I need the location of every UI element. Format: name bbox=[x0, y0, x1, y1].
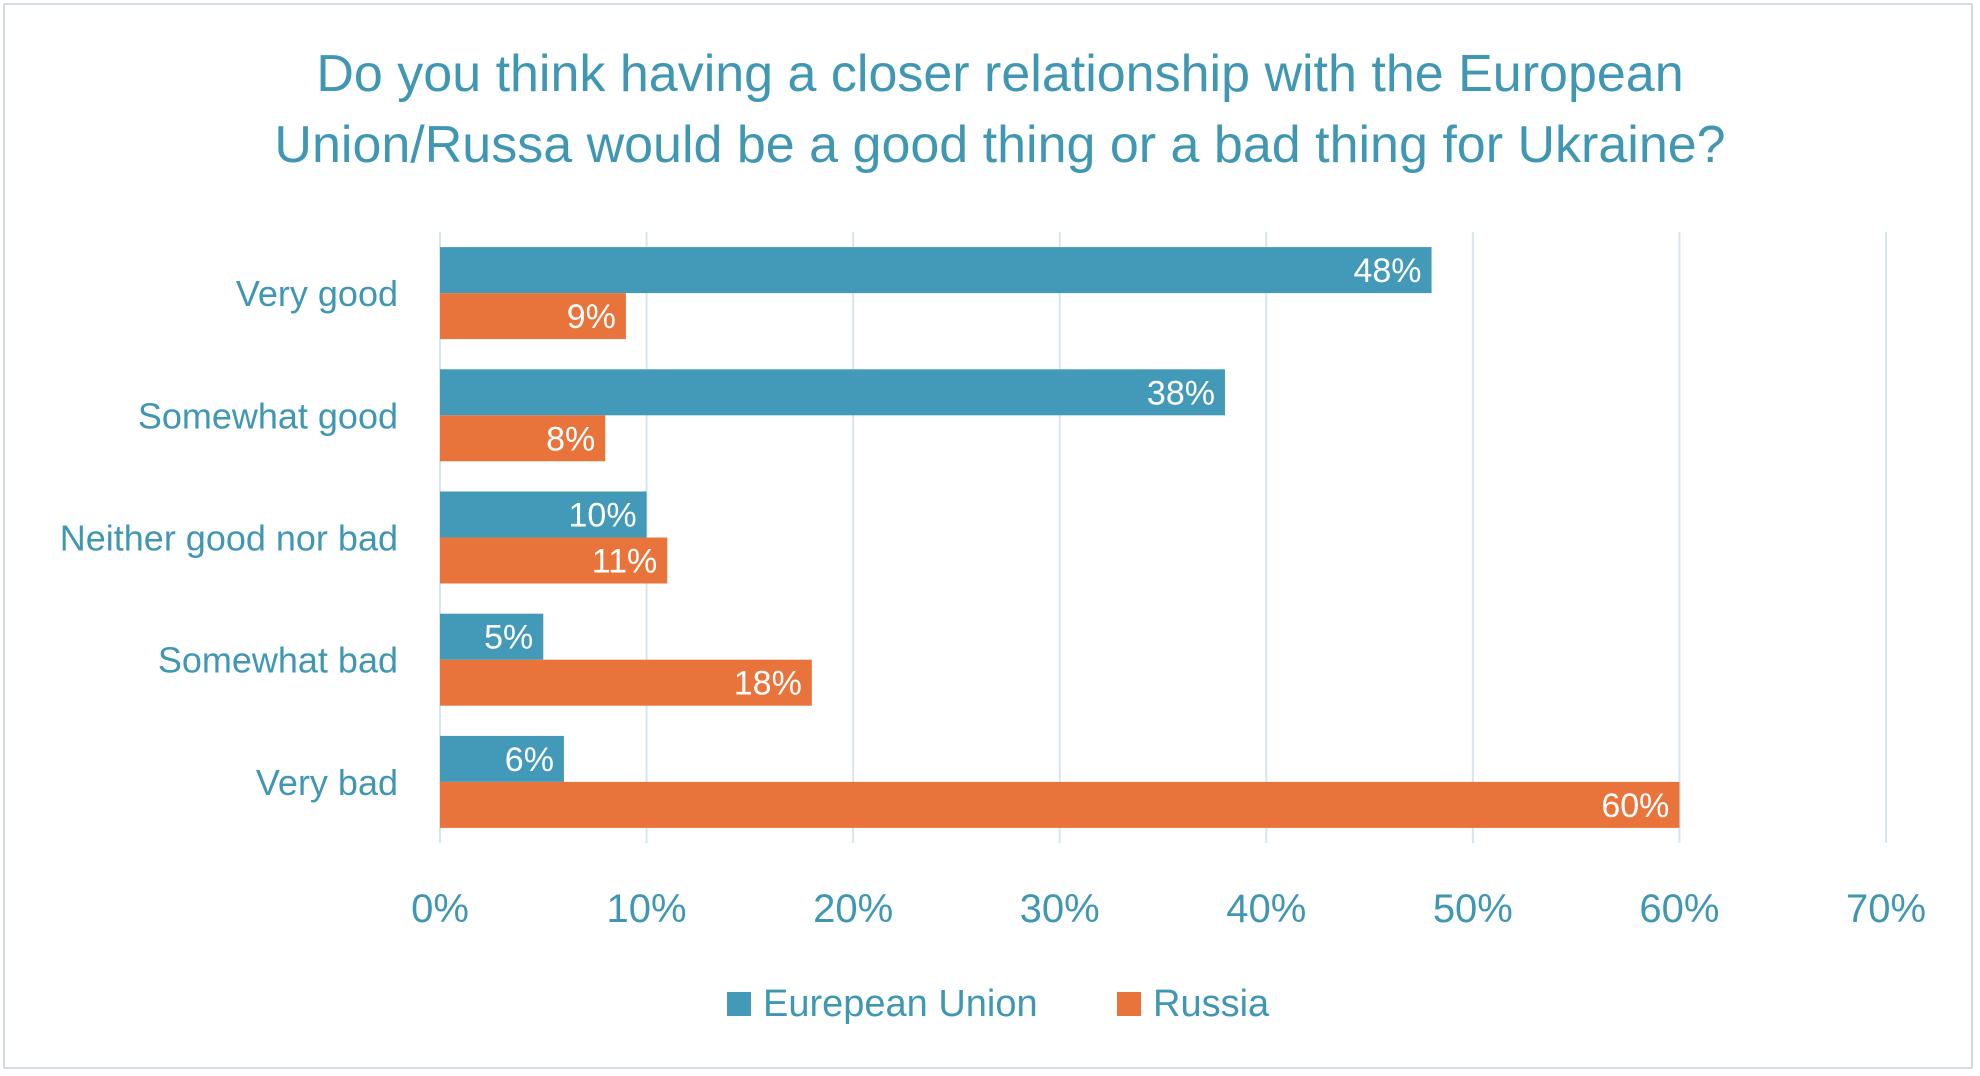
data-label-eurepean-union-3: 5% bbox=[484, 619, 533, 657]
legend-label-eurepean-union: Eurepean Union bbox=[763, 983, 1038, 1025]
data-label-russia-4: 60% bbox=[1601, 787, 1669, 825]
bar-russia-3 bbox=[440, 659, 812, 706]
bar-eurepean-union-4 bbox=[440, 735, 564, 782]
x-axis-tick-labels: 0% 10% 20% 30% 40% 50% 60% 70% bbox=[411, 887, 1926, 931]
x-tick-label-50: 50% bbox=[1433, 887, 1513, 931]
bar-russia-4 bbox=[440, 781, 1680, 828]
bar-eurepean-union-2 bbox=[440, 491, 647, 538]
chart-title: Do you think having a closer relationshi… bbox=[274, 45, 1725, 174]
category-label-2: Neither good nor bad bbox=[60, 518, 398, 559]
data-label-russia-2: 11% bbox=[592, 543, 658, 581]
category-label-3: Somewhat bad bbox=[158, 640, 398, 681]
data-label-russia-3: 18% bbox=[734, 665, 802, 703]
bar-eurepean-union-3 bbox=[440, 613, 544, 660]
bar-eurepean-union-1 bbox=[440, 369, 1225, 416]
chart-title-line-1: Do you think having a closer relationshi… bbox=[316, 45, 1683, 103]
category-label-1: Somewhat good bbox=[138, 395, 398, 436]
bar-eurepean-union-0 bbox=[440, 247, 1432, 294]
bar-russia-1 bbox=[440, 415, 606, 462]
legend-swatch-eurepean-union bbox=[727, 992, 751, 1016]
chart-frame bbox=[3, 3, 1973, 1069]
bars: 48% 9% 38% 8% 10% 11% 5% 18% 6% 60% bbox=[440, 247, 1680, 828]
category-label-0: Very good bbox=[236, 273, 398, 314]
bar-russia-2 bbox=[440, 537, 668, 584]
x-tick-label-30: 30% bbox=[1020, 887, 1100, 931]
bar-russia-0 bbox=[440, 293, 626, 340]
chart-title-line-2: Union/Russa would be a good thing or a b… bbox=[274, 116, 1725, 174]
x-tick-label-20: 20% bbox=[813, 887, 893, 931]
x-tick-label-60: 60% bbox=[1639, 887, 1719, 931]
x-tick-label-10: 10% bbox=[607, 887, 687, 931]
x-tick-label-0: 0% bbox=[411, 887, 469, 931]
category-labels: Very good Somewhat good Neither good nor b… bbox=[60, 273, 398, 803]
legend-label-russia: Russia bbox=[1153, 983, 1270, 1025]
legend: Eurepean Union Russia bbox=[727, 983, 1270, 1025]
data-label-russia-1: 8% bbox=[546, 420, 595, 458]
legend-swatch-russia bbox=[1117, 992, 1141, 1016]
data-label-eurepean-union-1: 38% bbox=[1147, 374, 1215, 412]
x-tick-label-40: 40% bbox=[1226, 887, 1306, 931]
category-label-4: Very bad bbox=[256, 762, 398, 803]
data-label-eurepean-union-0: 48% bbox=[1353, 252, 1421, 290]
x-tick-label-70: 70% bbox=[1846, 887, 1926, 931]
data-label-eurepean-union-2: 10% bbox=[569, 497, 637, 535]
data-label-russia-0: 9% bbox=[567, 298, 616, 336]
data-label-eurepean-union-4: 6% bbox=[505, 741, 554, 779]
